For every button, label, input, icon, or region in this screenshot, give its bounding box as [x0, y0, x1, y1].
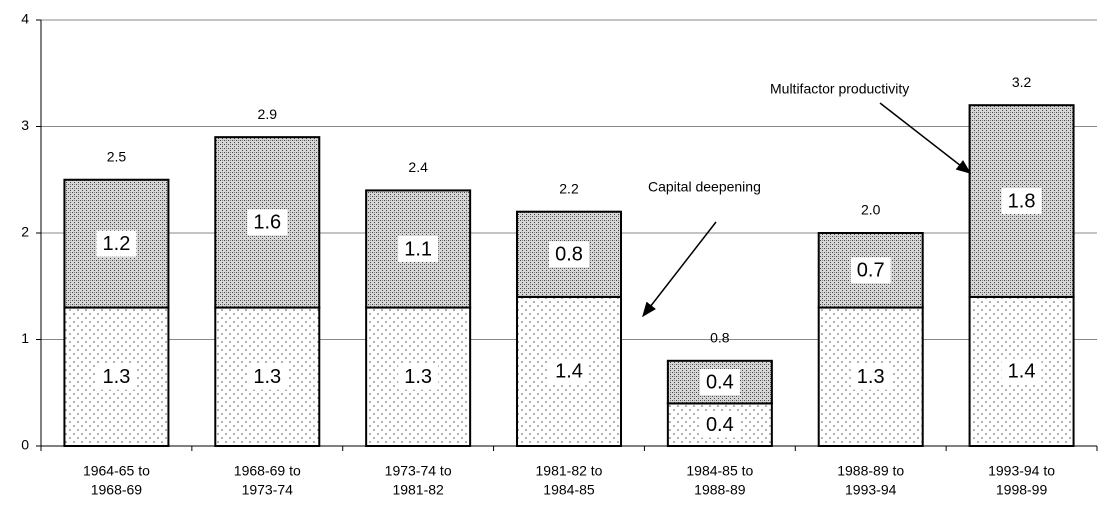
x-tick-label: 1993-94 to: [988, 463, 1055, 479]
y-tick-label: 0: [21, 437, 29, 453]
value-label: 1.1: [404, 238, 432, 260]
x-tick-label: 1964-65 to: [83, 463, 150, 479]
x-tick-label: 1988-89 to: [837, 463, 904, 479]
value-label-box: [398, 235, 439, 262]
y-tick-label: 2: [21, 224, 29, 240]
annotation-arrow: [879, 102, 972, 174]
value-label-box: [699, 369, 740, 396]
value-label: 1.4: [1008, 361, 1036, 383]
value-label: 0.7: [857, 260, 885, 282]
value-label-box: [96, 363, 137, 390]
value-label-box: [96, 230, 137, 257]
value-label: 0.8: [555, 244, 583, 266]
total-label: 2.4: [408, 159, 428, 175]
value-label-box: [699, 411, 740, 438]
x-tick-label: 1998-99: [996, 482, 1048, 498]
value-label: 1.3: [253, 366, 281, 388]
value-label-box: [850, 363, 891, 390]
total-label: 2.2: [559, 180, 579, 196]
x-tick-label: 1988-89: [694, 482, 746, 498]
x-tick-label: 1973-74: [242, 482, 294, 498]
x-tick-label: 1968-69 to: [234, 463, 301, 479]
value-label: 1.2: [103, 233, 131, 255]
value-label: 1.3: [857, 366, 885, 388]
value-label: 1.4: [555, 361, 583, 383]
total-label: 2.0: [861, 202, 881, 218]
x-tick-label: 1973-74 to: [385, 463, 452, 479]
value-label: 1.3: [103, 366, 131, 388]
annotation: Capital deepening: [648, 179, 761, 195]
annotation-arrow: [642, 221, 717, 318]
value-label: 1.3: [404, 366, 432, 388]
y-tick-label: 4: [21, 11, 29, 27]
value-label: 0.4: [706, 414, 734, 436]
y-tick-label: 3: [21, 117, 29, 133]
x-tick-label: 1984-85: [543, 482, 595, 498]
value-label-box: [549, 241, 589, 268]
total-label: 0.8: [710, 330, 730, 346]
value-label-box: [1001, 188, 1042, 215]
x-tick-label: 1993-94: [845, 482, 897, 498]
x-tick-label: 1984-85 to: [686, 463, 753, 479]
value-label: 1.6: [253, 212, 281, 234]
value-label-box: [398, 363, 439, 390]
value-label: 0.4: [706, 371, 734, 393]
annotation: Multifactor productivity: [770, 81, 909, 97]
x-tick-label: 1968-69: [91, 482, 143, 498]
value-label-box: [247, 363, 288, 390]
value-label: 1.8: [1008, 190, 1036, 212]
value-label-box: [850, 257, 891, 284]
value-label-box: [549, 358, 589, 385]
total-label: 3.2: [1012, 74, 1032, 90]
y-tick-label: 1: [21, 330, 29, 346]
total-label: 2.5: [107, 148, 127, 164]
total-label: 2.9: [258, 106, 278, 122]
x-tick-label: 1981-82 to: [536, 463, 603, 479]
x-tick-label: 1981-82: [392, 482, 444, 498]
value-label-box: [247, 209, 288, 236]
value-label-box: [1001, 358, 1042, 385]
